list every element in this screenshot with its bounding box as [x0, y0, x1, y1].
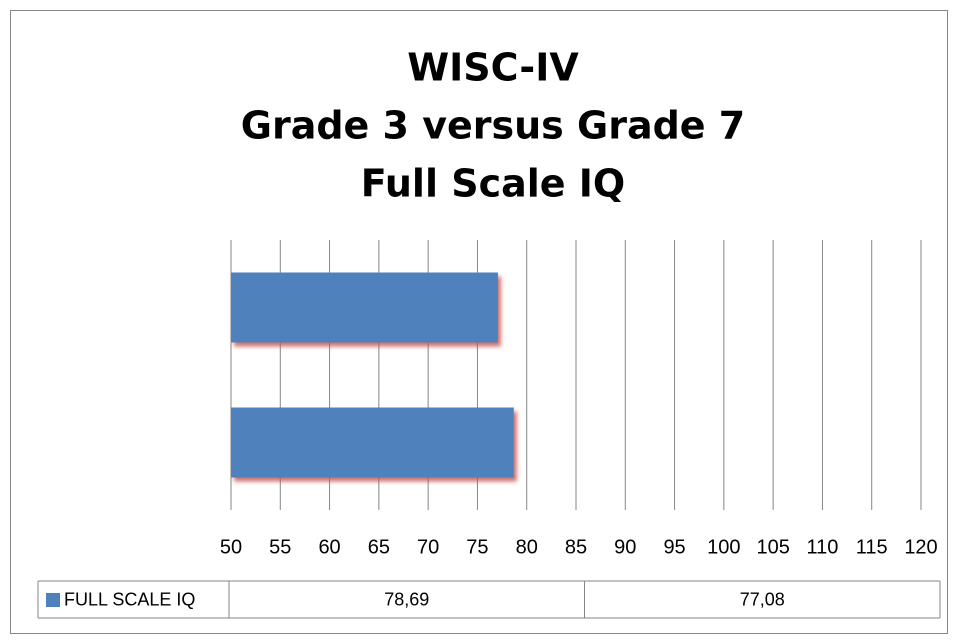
table-value: 77,08 — [740, 589, 785, 609]
x-tick-label: 80 — [516, 536, 538, 558]
chart-title: WISC-IV — [407, 46, 579, 90]
x-tick-label: 105 — [756, 536, 789, 558]
x-tick-label: 120 — [904, 536, 937, 558]
x-tick-label: 55 — [269, 536, 291, 558]
x-tick-label: 50 — [220, 536, 242, 558]
chart-title: Full Scale IQ — [361, 162, 625, 206]
bar — [231, 407, 514, 478]
x-tick-label: 95 — [663, 536, 685, 558]
chart-title: Grade 3 versus Grade 7 — [241, 104, 745, 148]
x-tick-label: 115 — [856, 536, 888, 558]
legend-key — [46, 593, 60, 607]
x-tick-label: 75 — [466, 536, 488, 558]
x-tick-label: 60 — [318, 536, 340, 558]
x-tick-label: 85 — [565, 536, 587, 558]
x-tick-label: 100 — [707, 536, 740, 558]
x-tick-label: 110 — [806, 536, 838, 558]
x-tick-label: 90 — [614, 536, 636, 558]
legend-label: FULL SCALE IQ — [64, 589, 195, 609]
x-tick-label: 70 — [417, 536, 439, 558]
table-value: 78,69 — [384, 589, 429, 609]
bar — [231, 272, 498, 343]
x-tick-label: 65 — [368, 536, 390, 558]
